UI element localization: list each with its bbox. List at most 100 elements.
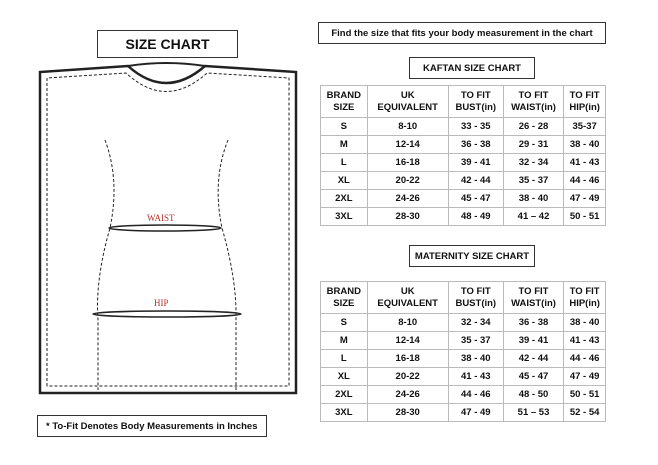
left-side-seam [97, 139, 115, 390]
header-line: TO FIT [569, 89, 600, 101]
table-row: L 16-18 39 - 41 32 - 34 41 - 43 [320, 153, 606, 172]
maternity-title: MATERNITY SIZE CHART [409, 245, 535, 267]
header-line: HIP(in) [569, 101, 600, 113]
header-line: TO FIT [460, 89, 491, 101]
table-cell: 47 - 49 [563, 367, 606, 386]
table-cell: L [320, 153, 368, 172]
neckline [127, 62, 206, 67]
table-cell: 41 - 43 [563, 153, 606, 172]
table-cell: XL [320, 171, 368, 190]
header-line: SIZE [333, 297, 355, 309]
table-row: 3XL 28-30 48 - 49 41 – 42 50 - 51 [320, 207, 606, 226]
table-cell: S [320, 117, 368, 136]
hip-label: HIP [154, 298, 169, 308]
table-cell: 38 - 40 [502, 189, 565, 208]
kaftan-size-table: BRAND SIZE UK EQUIVALENT TO FIT BUST(in) TO FI… [320, 85, 606, 226]
garment-inner-dash [46, 72, 290, 387]
table-cell: 48 - 49 [447, 207, 504, 226]
hip-line [92, 310, 242, 318]
table-cell: 35-37 [563, 117, 606, 136]
table-cell: 36 - 38 [447, 135, 504, 154]
table-cell: 8-10 [366, 117, 449, 136]
table-cell: 28-30 [366, 207, 449, 226]
header-line: TO FIT [460, 285, 491, 297]
table-cell: 44 - 46 [447, 385, 504, 404]
table-cell: 39 - 41 [502, 331, 565, 350]
table-cell: 33 - 35 [447, 117, 504, 136]
table-cell: 41 - 43 [563, 331, 606, 350]
table-cell: 35 - 37 [447, 331, 504, 350]
table-cell: 45 - 47 [447, 189, 504, 208]
header-row: BRAND SIZE UK EQUIVALENT TO FIT BUST(in) TO FI… [320, 85, 606, 118]
header-line: TO FIT [518, 285, 549, 297]
table-cell: 2XL [320, 189, 368, 208]
table-cell: 20-22 [366, 367, 449, 386]
table-cell: 47 - 49 [447, 403, 504, 422]
table-cell: 52 - 54 [563, 403, 606, 422]
header-line: BRAND [326, 89, 361, 101]
table-row: S 8-10 33 - 35 26 - 28 35-37 [320, 117, 606, 136]
table-row: M 12-14 35 - 37 39 - 41 41 - 43 [320, 331, 606, 350]
column-header: TO FIT BUST(in) [447, 85, 504, 118]
table-cell: M [320, 135, 368, 154]
table-cell: 24-26 [366, 385, 449, 404]
table-cell: 28-30 [366, 403, 449, 422]
table-cell: 41 – 42 [502, 207, 565, 226]
table-cell: XL [320, 367, 368, 386]
column-header: TO FIT BUST(in) [447, 281, 504, 314]
table-row: XL 20-22 41 - 43 45 - 47 47 - 49 [320, 367, 606, 386]
table-row: M 12-14 36 - 38 29 - 31 38 - 40 [320, 135, 606, 154]
waist-line [108, 224, 222, 232]
maternity-size-table: BRAND SIZE UK EQUIVALENT TO FIT BUST(in) TO FI… [320, 281, 606, 422]
table-cell: 44 - 46 [563, 349, 606, 368]
table-row: 2XL 24-26 45 - 47 38 - 40 47 - 49 [320, 189, 606, 208]
table-cell: 35 - 37 [502, 171, 565, 190]
waist-label: WAIST [147, 213, 175, 223]
table-cell: 44 - 46 [563, 171, 606, 190]
table-cell: 36 - 38 [502, 313, 565, 332]
table-cell: 26 - 28 [502, 117, 565, 136]
header-line: UK [400, 285, 415, 297]
footnote: * To-Fit Denotes Body Measurements in In… [37, 415, 267, 437]
table-cell: 42 - 44 [502, 349, 565, 368]
garment-outline [38, 64, 298, 395]
header-line: TO FIT [518, 89, 549, 101]
instruction-text: Find the size that fits your body measur… [318, 22, 606, 44]
table-row: 3XL 28-30 47 - 49 51 – 53 52 - 54 [320, 403, 606, 422]
table-cell: 41 - 43 [447, 367, 504, 386]
header-line: UK [400, 89, 415, 101]
column-header: TO FIT WAIST(in) [502, 85, 565, 118]
table-row: L 16-18 38 - 40 42 - 44 44 - 46 [320, 349, 606, 368]
table-cell: 12-14 [366, 331, 449, 350]
table-cell: 12-14 [366, 135, 449, 154]
table-cell: 3XL [320, 403, 368, 422]
column-header: UK EQUIVALENT [366, 281, 449, 314]
column-header: BRAND SIZE [320, 85, 368, 118]
table-row: 2XL 24-26 44 - 46 48 - 50 50 - 51 [320, 385, 606, 404]
header-line: EQUIVALENT [377, 297, 438, 309]
column-header: TO FIT HIP(in) [563, 85, 606, 118]
table-cell: S [320, 313, 368, 332]
size-chart-title: SIZE CHART [97, 30, 238, 58]
header-line: BRAND [326, 285, 361, 297]
column-header: TO FIT HIP(in) [563, 281, 606, 314]
header-line: EQUIVALENT [377, 101, 438, 113]
table-cell: 16-18 [366, 349, 449, 368]
header-line: HIP(in) [569, 297, 600, 309]
header-line: WAIST(in) [511, 297, 556, 309]
table-cell: 16-18 [366, 153, 449, 172]
table-cell: 38 - 40 [563, 135, 606, 154]
table-cell: 38 - 40 [563, 313, 606, 332]
table-cell: 20-22 [366, 171, 449, 190]
table-cell: 8-10 [366, 313, 449, 332]
column-header: BRAND SIZE [320, 281, 368, 314]
table-cell: 50 - 51 [563, 207, 606, 226]
kaftan-title: KAFTAN SIZE CHART [409, 57, 535, 79]
table-cell: 29 - 31 [502, 135, 565, 154]
column-header: UK EQUIVALENT [366, 85, 449, 118]
table-cell: 47 - 49 [563, 189, 606, 208]
right-side-seam [217, 139, 237, 390]
table-cell: 45 - 47 [502, 367, 565, 386]
table-cell: 32 - 34 [447, 313, 504, 332]
